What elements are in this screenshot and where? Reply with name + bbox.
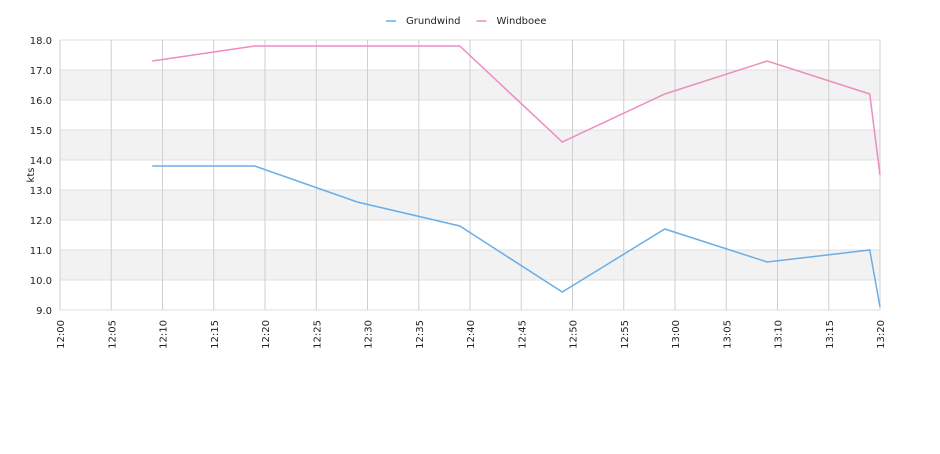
x-tick-label: 12:30	[364, 320, 375, 349]
x-tick-label: 12:50	[569, 320, 580, 349]
y-tick-label: 10.0	[30, 276, 52, 287]
series-line	[152, 165, 881, 308]
x-tick-label: 12:40	[466, 320, 477, 349]
x-tick-label: 12:15	[210, 320, 221, 349]
y-tick-label: 13.0	[30, 186, 52, 197]
x-tick-label: 13:00	[671, 320, 682, 349]
y-tick-label: 14.0	[30, 156, 52, 167]
y-tick-label: 17.0	[30, 66, 52, 77]
y-tick-label: 12.0	[30, 216, 52, 227]
y-axis-label: kts	[26, 168, 37, 183]
x-tick-label: 13:15	[825, 320, 836, 349]
x-tick-label: 12:45	[517, 320, 528, 349]
x-tick-label: 12:55	[620, 320, 631, 349]
x-tick-label: 13:05	[722, 320, 733, 349]
y-tick-label: 15.0	[30, 126, 52, 137]
x-tick-label: 13:20	[876, 320, 887, 349]
y-tick-label: 9.0	[36, 306, 52, 317]
x-tick-label: 12:25	[312, 320, 323, 349]
x-tick-label: 12:00	[56, 320, 67, 349]
x-tick-label: 12:05	[107, 320, 118, 349]
legend-label: Grundwind	[406, 16, 461, 27]
x-tick-label: 13:10	[774, 320, 785, 349]
legend-label: Windboee	[497, 16, 547, 27]
y-tick-label: 16.0	[30, 96, 52, 107]
series-line	[152, 45, 881, 176]
x-tick-label: 12:35	[415, 320, 426, 349]
y-tick-label: 18.0	[30, 36, 52, 47]
y-tick-label: 11.0	[30, 246, 52, 257]
x-tick-label: 12:10	[159, 320, 170, 349]
x-tick-label: 12:20	[261, 320, 272, 349]
